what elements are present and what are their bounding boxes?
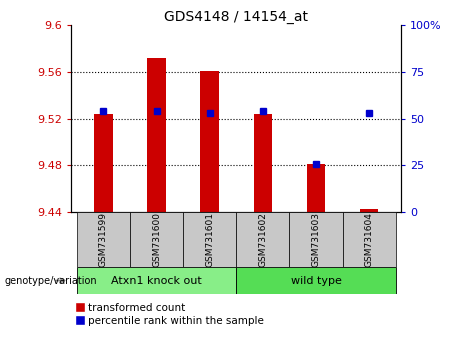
Bar — [183, 212, 236, 267]
Bar — [236, 267, 396, 294]
Text: GSM731603: GSM731603 — [312, 212, 320, 267]
Text: genotype/variation: genotype/variation — [5, 275, 97, 286]
Bar — [290, 212, 343, 267]
Bar — [130, 212, 183, 267]
Legend: transformed count, percentile rank within the sample: transformed count, percentile rank withi… — [77, 303, 264, 326]
Bar — [236, 212, 290, 267]
Bar — [147, 58, 166, 212]
Text: GSM731599: GSM731599 — [99, 212, 108, 267]
Text: GSM731600: GSM731600 — [152, 212, 161, 267]
Bar — [343, 212, 396, 267]
Text: GSM731604: GSM731604 — [365, 212, 374, 267]
Bar — [77, 212, 130, 267]
Bar — [307, 164, 325, 212]
Bar — [201, 70, 219, 212]
Bar — [94, 114, 112, 212]
Text: GSM731601: GSM731601 — [205, 212, 214, 267]
Bar — [360, 209, 378, 212]
Text: wild type: wild type — [290, 275, 342, 286]
Text: GSM731602: GSM731602 — [258, 212, 267, 267]
Bar — [254, 114, 272, 212]
Title: GDS4148 / 14154_at: GDS4148 / 14154_at — [164, 10, 308, 24]
Bar — [77, 267, 236, 294]
Text: Atxn1 knock out: Atxn1 knock out — [111, 275, 202, 286]
